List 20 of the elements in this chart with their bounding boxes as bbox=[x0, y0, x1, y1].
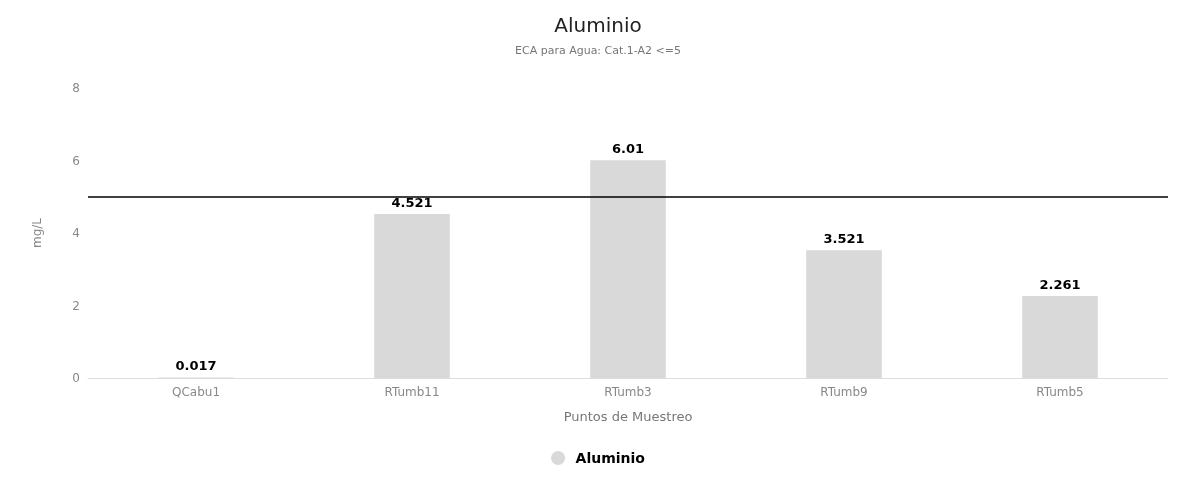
legend-label: Aluminio bbox=[575, 450, 646, 466]
data-label: 6.01 bbox=[611, 141, 645, 157]
y-tick-label: 0 bbox=[72, 371, 80, 385]
x-tick-label: RTumb11 bbox=[384, 385, 440, 399]
x-tick-label: RTumb3 bbox=[604, 385, 652, 399]
chart-title: Aluminio bbox=[554, 13, 642, 37]
y-tick-label: 2 bbox=[72, 298, 80, 313]
y-tick-label: 6 bbox=[72, 153, 80, 168]
data-label: 4.521 bbox=[391, 195, 433, 211]
y-tick-label: 8 bbox=[72, 81, 80, 95]
data-label: 0.017 bbox=[175, 358, 217, 374]
chart-subtitle: ECA para Agua: Cat.1-A2 <=5 bbox=[515, 44, 681, 57]
data-label: 2.261 bbox=[1039, 277, 1081, 293]
y-tick-label: 4 bbox=[72, 226, 80, 240]
x-axis-title: Puntos de Muestreo bbox=[563, 409, 693, 424]
x-tick-label: QCabu1 bbox=[171, 385, 221, 399]
y-axis-title: mg/L bbox=[30, 217, 44, 249]
x-tick-label: RTumb9 bbox=[820, 385, 868, 399]
x-tick-label: RTumb5 bbox=[1036, 385, 1084, 399]
data-label: 3.521 bbox=[823, 231, 865, 247]
